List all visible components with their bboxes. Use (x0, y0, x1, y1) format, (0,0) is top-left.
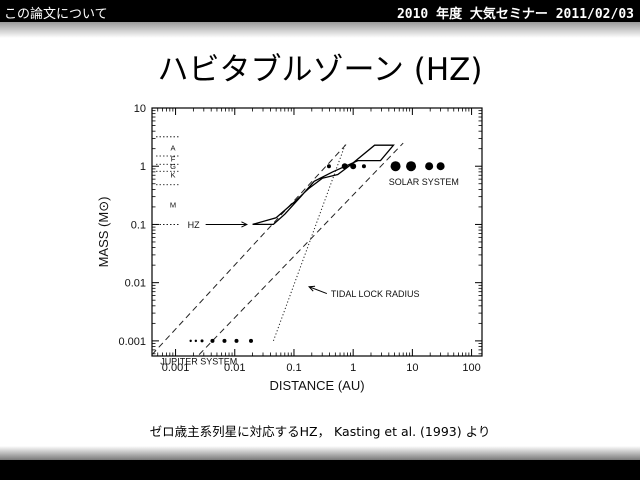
y-tick-label: 1 (140, 161, 146, 173)
footer-bar (0, 460, 640, 480)
jupiter-moon (248, 338, 253, 343)
header-fade (0, 22, 640, 38)
x-tick-label: 100 (462, 362, 480, 374)
solar-system-planet (406, 161, 417, 172)
solar-system-planet (326, 164, 331, 169)
solar-system-planet (425, 162, 434, 171)
solar-system-planet (390, 161, 401, 172)
footer-fade (0, 446, 640, 460)
jupiter-moon (194, 339, 198, 343)
jupiter-moon (222, 338, 227, 343)
header-date-label: 2010 年度 大気セミナー 2011/02/03 (396, 7, 634, 22)
annotation-label: JUPITER SYSTEM (160, 357, 237, 367)
y-tick-label: 0.001 (118, 336, 146, 348)
slide-title: ハビタブルゾーン (HZ) (157, 52, 483, 88)
y-axis-label: MASS (M⊙) (96, 197, 111, 268)
hz-annotation-arrow-head (241, 221, 248, 228)
spectral-class-label: A (170, 143, 175, 152)
spectral-class-label: K (170, 171, 175, 180)
solar-system-planet (350, 163, 357, 170)
y-tick-label: 0.01 (125, 278, 146, 290)
x-tick-label: 1 (350, 362, 356, 374)
hz-region (252, 144, 395, 226)
slide-caption: ゼロ歳主系列星に対応するHZ， Kasting et al. (1993) より (149, 424, 491, 439)
dashed-boundary-line (198, 142, 404, 356)
annotation-label: SOLAR SYSTEM (389, 177, 459, 187)
solar-system-planet (436, 162, 445, 171)
tidal-annotation-arrow-head (308, 285, 316, 292)
jupiter-moon (210, 338, 215, 343)
solar-system-planet (361, 164, 366, 169)
annotation-label: HZ (188, 220, 200, 230)
y-tick-label: 10 (134, 103, 146, 115)
spectral-class-label: F (171, 155, 176, 164)
header-bar: この論文について 2010 年度 大気セミナー 2011/02/03 (0, 0, 640, 22)
spectral-class-label: G (170, 162, 176, 171)
plot-frame (151, 107, 483, 357)
x-axis-label: DISTANCE (AU) (269, 378, 364, 393)
jupiter-moon (189, 339, 192, 343)
y-tick-label: 0.1 (131, 219, 146, 231)
header-section-label: この論文について (4, 7, 108, 22)
tidal-lock-line (272, 142, 347, 342)
spectral-class-label: M (170, 201, 176, 210)
x-tick-label: 0.001 (162, 362, 190, 374)
jupiter-moon (234, 338, 239, 343)
x-tick-label: 0.1 (286, 362, 301, 374)
hz-chart: 0.001 0.01 0.1 1 10 100 0.001 0.01 0.1 1 10 A F G K M HZ… (90, 100, 510, 412)
x-tick-label: 10 (406, 362, 418, 374)
x-tick-label: 0.01 (224, 362, 245, 374)
annotation-label: TIDAL LOCK RADIUS (331, 289, 420, 299)
tidal-annotation-arrow-shaft (308, 286, 328, 295)
dashed-boundary-line (151, 142, 348, 355)
jupiter-moon (200, 339, 204, 343)
solar-system-planet (341, 163, 348, 170)
